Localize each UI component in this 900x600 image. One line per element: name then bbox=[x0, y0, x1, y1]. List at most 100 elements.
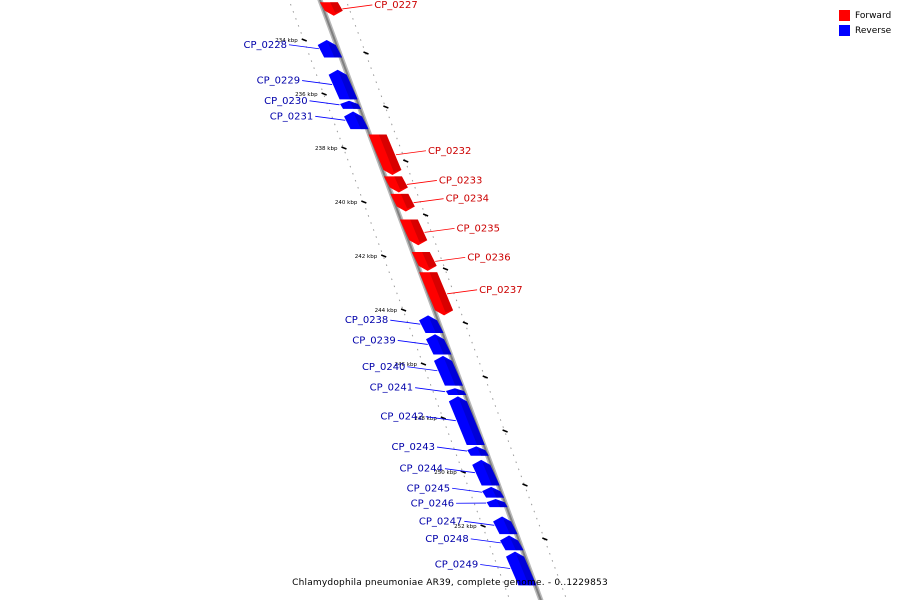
gene-features bbox=[317, 2, 537, 586]
gene-shade bbox=[444, 358, 463, 386]
scale-tick-label: 246 kbp bbox=[395, 362, 418, 368]
gene-shade bbox=[330, 2, 343, 13]
gene-shade bbox=[328, 43, 343, 58]
scale-tick-major bbox=[420, 362, 427, 366]
gene-label: CP_0227 bbox=[374, 0, 417, 11]
gene-label: CP_0248 bbox=[425, 534, 468, 545]
gene-label: CP_0231 bbox=[270, 111, 313, 122]
gene-label-leader bbox=[480, 564, 511, 569]
scale-tick-major bbox=[400, 308, 407, 312]
gene-shade bbox=[482, 462, 500, 486]
scale-tick-minor bbox=[442, 267, 449, 271]
gene-shade bbox=[350, 102, 362, 109]
gene-cp-0234 bbox=[390, 193, 415, 212]
gene-shade bbox=[354, 114, 369, 130]
gene-shade bbox=[503, 519, 518, 535]
scale-tick-minor bbox=[482, 375, 489, 379]
scale-tick-major bbox=[440, 416, 447, 420]
gene-label-leader bbox=[315, 115, 346, 121]
scale-tick-major bbox=[361, 200, 367, 204]
gene-label-leader bbox=[452, 487, 483, 493]
gene-cp-0237 bbox=[419, 272, 454, 316]
gene-label-leader bbox=[444, 468, 475, 474]
scale-tick-label: 252 kbp bbox=[454, 524, 477, 530]
scale-tick-label: 236 kbp bbox=[295, 92, 318, 98]
gene-cp-0243 bbox=[467, 446, 489, 456]
gene-label: CP_0234 bbox=[446, 194, 489, 205]
gene-label-leader bbox=[288, 44, 320, 50]
scale-tick-label: 250 kbp bbox=[434, 470, 457, 476]
gene-label: CP_0230 bbox=[264, 96, 307, 107]
gene-label-leader bbox=[413, 198, 444, 204]
gene-cp-0229 bbox=[328, 69, 358, 100]
scale-tick-minor bbox=[383, 105, 389, 109]
gene-label-leader bbox=[464, 520, 495, 526]
gene-cp-0248 bbox=[500, 535, 524, 551]
gene-label-leader bbox=[425, 416, 456, 422]
gene-shade bbox=[394, 176, 408, 190]
gene-shade bbox=[436, 337, 452, 355]
scale-tick-label: 240 kbp bbox=[335, 200, 358, 206]
scale-tick-minor bbox=[462, 321, 469, 325]
gene-shade bbox=[400, 193, 415, 209]
gene-shade bbox=[422, 251, 437, 268]
scale-tick-minor bbox=[542, 537, 548, 541]
gene-label: CP_0239 bbox=[352, 335, 395, 346]
gene-label-leader bbox=[406, 180, 437, 185]
gene-cp-0236 bbox=[411, 251, 437, 271]
gene-cp-0247 bbox=[493, 516, 518, 535]
scale-tick-label: 238 kbp bbox=[315, 146, 338, 152]
scale-tick-label: 244 kbp bbox=[375, 308, 398, 314]
scale-tick-label: 248 kbp bbox=[414, 416, 437, 422]
gene-shade bbox=[459, 399, 485, 445]
gene-label-leader bbox=[470, 538, 501, 544]
scale-tick-minor bbox=[522, 483, 528, 487]
gene-cp-0232 bbox=[368, 134, 402, 175]
gene-shade bbox=[516, 554, 537, 586]
scale-tick-label: 234 kbp bbox=[275, 38, 298, 44]
gene-label-leader bbox=[342, 4, 373, 10]
gene-label-leader bbox=[397, 340, 428, 345]
gene-shade bbox=[429, 272, 454, 313]
gene-cp-0240 bbox=[433, 355, 463, 386]
gene-cp-0245 bbox=[482, 486, 505, 498]
scale-tick-major bbox=[341, 146, 347, 150]
gene-labels: CP_0227 CP_0228 CP_0229 CP_0230 CP_0231 CP_02… bbox=[243, 0, 522, 571]
gene-label-leader bbox=[309, 100, 340, 106]
scale-dotted-left bbox=[288, 0, 511, 600]
gene-label-leader bbox=[302, 80, 333, 85]
gene-shade bbox=[410, 219, 428, 243]
gene-label: CP_0240 bbox=[362, 362, 405, 373]
gene-label-leader bbox=[395, 150, 427, 156]
gene-label: CP_0233 bbox=[439, 175, 482, 186]
gene-cp-0249 bbox=[506, 551, 537, 586]
gene-label-leader bbox=[435, 257, 466, 262]
gene-label: CP_0229 bbox=[257, 76, 300, 87]
gene-cp-0239 bbox=[426, 334, 452, 355]
gene-cp-0231 bbox=[344, 111, 369, 130]
gene-shade bbox=[378, 134, 402, 172]
gene-label: CP_0237 bbox=[479, 285, 522, 296]
gene-cp-0242 bbox=[448, 396, 485, 445]
genome-caption: Chlamydophila pneumoniae AR39, complete … bbox=[292, 578, 608, 588]
gene-label: CP_0232 bbox=[428, 146, 471, 157]
gene-shade bbox=[496, 500, 508, 508]
gene-label: CP_0228 bbox=[243, 40, 286, 51]
gene-label: CP_0236 bbox=[467, 252, 510, 263]
gene-cp-0246 bbox=[486, 499, 508, 508]
gene-cp-0241 bbox=[445, 388, 467, 396]
gene-shade bbox=[429, 318, 444, 333]
gene-label: CP_0238 bbox=[345, 315, 388, 326]
legend-reverse: Reverse bbox=[839, 25, 891, 36]
gene-label: CP_0243 bbox=[392, 442, 435, 453]
scale-tick-major bbox=[301, 38, 307, 42]
gene-label-leader bbox=[415, 387, 446, 393]
scale-tick-major bbox=[480, 524, 486, 528]
gene-shade bbox=[477, 448, 489, 456]
gene-label: CP_0245 bbox=[407, 483, 450, 494]
gene-shade bbox=[510, 538, 524, 551]
scale-dotted-right bbox=[345, 0, 568, 600]
gene-label: CP_0249 bbox=[435, 560, 478, 571]
legend-forward-swatch bbox=[839, 10, 850, 21]
gene-shade bbox=[338, 72, 358, 100]
